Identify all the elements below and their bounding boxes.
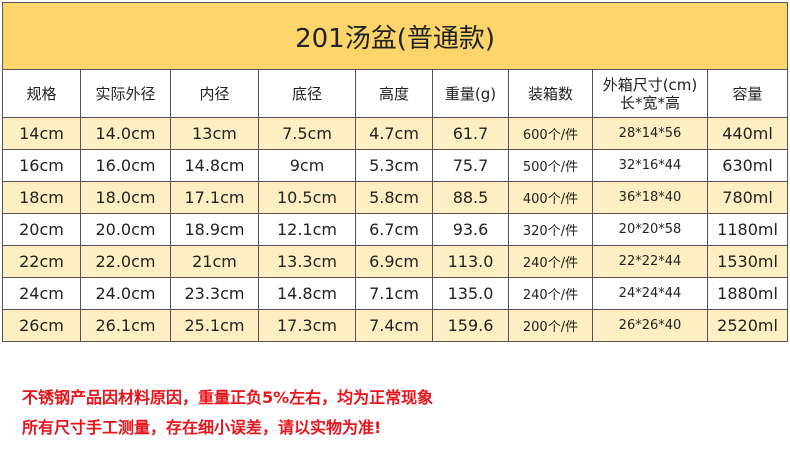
- data-row: 14cm 14.0cm 13cm 7.5cm 4.7cm 61.7 600个/件 28*14*…: [2, 117, 789, 150]
- cell: 4.7cm: [355, 117, 433, 150]
- cell: 24cm: [2, 277, 81, 310]
- header-cell: 底径: [258, 69, 356, 118]
- cell: 24*24*44: [592, 277, 708, 310]
- data-row: 22cm 22.0cm 21cm 13.3cm 6.9cm 113.0 240个/件 22*2…: [2, 245, 789, 278]
- cell: 14.8cm: [258, 277, 356, 310]
- cell: 18cm: [2, 181, 81, 214]
- header-cell: 外箱尺寸(cm) 长*宽*高: [592, 69, 708, 118]
- cell: 7.4cm: [355, 309, 433, 342]
- cell: 440ml: [706, 117, 789, 150]
- cell: 6.7cm: [355, 213, 433, 246]
- cell: 320个/件: [508, 213, 593, 246]
- cell: 16.0cm: [80, 149, 171, 182]
- cell: 32*16*44: [592, 149, 708, 182]
- cell: 26.1cm: [80, 309, 171, 342]
- cell: 13.3cm: [258, 245, 356, 278]
- header-cell: 高度: [355, 69, 433, 118]
- cell: 13cm: [170, 117, 259, 150]
- header-cell: 实际外径: [80, 69, 171, 118]
- data-row: 16cm 16.0cm 14.8cm 9cm 5.3cm 75.7 500个/件 32*16*…: [2, 149, 789, 182]
- cell: 1180ml: [706, 213, 789, 246]
- data-row: 18cm 18.0cm 17.1cm 10.5cm 5.8cm 88.5 400个/件 36*…: [2, 181, 789, 214]
- cell: 14.0cm: [80, 117, 171, 150]
- note: 不锈钢产品因材料原因，重量正负5%左右，均为正常现象: [22, 388, 434, 407]
- cell: 16cm: [2, 149, 81, 182]
- cell: 25.1cm: [170, 309, 259, 342]
- title-row: 201汤盆(普通款): [1, 2, 789, 70]
- cell: 9cm: [258, 149, 356, 182]
- cell: 23.3cm: [170, 277, 259, 310]
- cell: 24.0cm: [80, 277, 171, 310]
- spec-table: 201汤盆(普通款) 规格 实际外径 内径 底径 高度 重量(g) 装箱数 外箱尺寸(cm) 长…: [1, 2, 789, 342]
- cell: 21cm: [170, 245, 259, 278]
- cell: 500个/件: [508, 149, 593, 182]
- header-line: 长*宽*高: [619, 93, 680, 112]
- cell: 26*26*40: [592, 309, 708, 342]
- cell: 2520ml: [706, 309, 789, 342]
- cell: 17.3cm: [258, 309, 356, 342]
- notes: 不锈钢产品因材料原因，重量正负5%左右，均为正常现象 所有尺寸手工测量，存在细小…: [22, 383, 433, 443]
- header-row: 规格 实际外径 内径 底径 高度 重量(g) 装箱数 外箱尺寸(cm) 长*宽*高 容量: [2, 69, 789, 118]
- cell: 36*18*40: [592, 181, 708, 214]
- cell: 22.0cm: [80, 245, 171, 278]
- cell: 75.7: [432, 149, 509, 182]
- header-cell: 装箱数: [508, 69, 593, 118]
- data-row: 24cm 24.0cm 23.3cm 14.8cm 7.1cm 135.0 240个/件 24…: [2, 277, 789, 310]
- cell: 600个/件: [508, 117, 593, 150]
- cell: 17.1cm: [170, 181, 259, 214]
- cell: 400个/件: [508, 181, 593, 214]
- cell: 113.0: [432, 245, 509, 278]
- cell: 5.8cm: [355, 181, 433, 214]
- cell: 18.9cm: [170, 213, 259, 246]
- cell: 26cm: [2, 309, 81, 342]
- cell: 780ml: [706, 181, 789, 214]
- cell: 14cm: [2, 117, 81, 150]
- data-row: 26cm 26.1cm 25.1cm 17.3cm 7.4cm 159.6 200个/件 26…: [2, 309, 789, 342]
- cell: 88.5: [432, 181, 509, 214]
- cell: 1880ml: [706, 277, 789, 310]
- table-title: 201汤盆(普通款): [1, 2, 789, 70]
- cell: 10.5cm: [258, 181, 356, 214]
- header-cell: 容量: [706, 69, 789, 118]
- cell: 200个/件: [508, 309, 593, 342]
- cell: 22*22*44: [592, 245, 708, 278]
- data-row: 20cm 20.0cm 18.9cm 12.1cm 6.7cm 93.6 320个/件 20*…: [2, 213, 789, 246]
- cell: 135.0: [432, 277, 509, 310]
- cell: 28*14*56: [592, 117, 708, 150]
- cell: 12.1cm: [258, 213, 356, 246]
- cell: 240个/件: [508, 245, 593, 278]
- header-cell: 规格: [2, 69, 81, 118]
- cell: 5.3cm: [355, 149, 433, 182]
- header-cell: 重量(g): [432, 69, 509, 118]
- note: 所有尺寸手工测量，存在细小误差，请以实物为准!: [22, 418, 382, 437]
- cell: 14.8cm: [170, 149, 259, 182]
- cell: 61.7: [432, 117, 509, 150]
- cell: 1530ml: [706, 245, 789, 278]
- cell: 20.0cm: [80, 213, 171, 246]
- cell: 159.6: [432, 309, 509, 342]
- cell: 7.1cm: [355, 277, 433, 310]
- cell: 630ml: [706, 149, 789, 182]
- cell: 20cm: [2, 213, 81, 246]
- cell: 18.0cm: [80, 181, 171, 214]
- cell: 240个/件: [508, 277, 593, 310]
- cell: 6.9cm: [355, 245, 433, 278]
- header-line: 外箱尺寸(cm): [602, 75, 698, 94]
- header-cell: 内径: [170, 69, 259, 118]
- cell: 93.6: [432, 213, 509, 246]
- cell: 22cm: [2, 245, 81, 278]
- cell: 20*20*58: [592, 213, 708, 246]
- cell: 7.5cm: [258, 117, 356, 150]
